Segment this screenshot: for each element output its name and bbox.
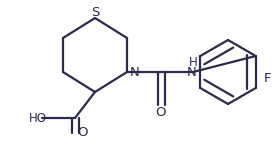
Text: F: F: [264, 71, 271, 85]
Text: O: O: [156, 106, 166, 120]
Text: H: H: [189, 56, 198, 69]
Text: O: O: [77, 127, 87, 140]
Text: N: N: [130, 66, 140, 78]
Text: S: S: [91, 5, 99, 19]
Text: HO: HO: [29, 112, 47, 125]
Text: N: N: [187, 66, 197, 80]
